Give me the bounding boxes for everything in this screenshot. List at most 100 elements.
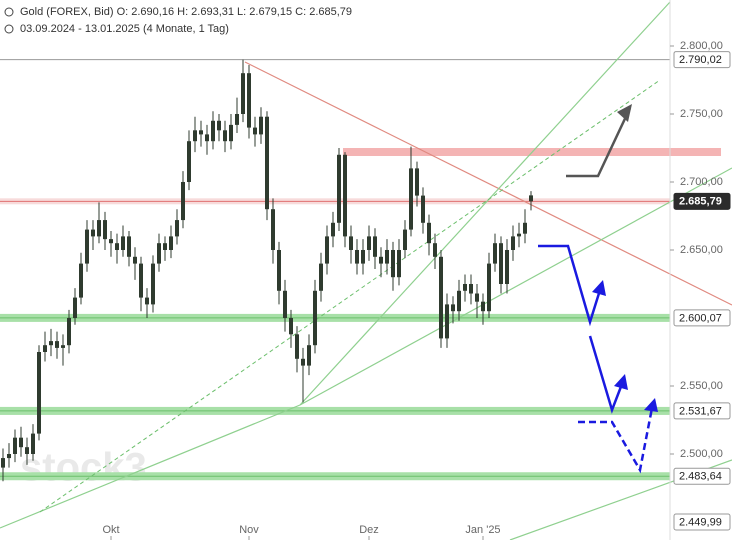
candle-body: [457, 290, 461, 312]
candle-body: [109, 239, 113, 244]
y-tick-label: 2.650,00: [680, 244, 723, 256]
candle-body: [121, 236, 125, 250]
candle-body: [523, 222, 527, 234]
candle-body: [319, 263, 323, 291]
candles: [1, 59, 533, 482]
level-label-box: [673, 513, 731, 531]
candle-body: [469, 283, 473, 294]
candle-body: [7, 453, 11, 459]
candle-body: [433, 243, 437, 257]
candle-body: [463, 283, 467, 291]
candle-body: [187, 141, 191, 182]
arrow-head: [644, 398, 658, 412]
candle-body: [235, 113, 239, 125]
icon: [4, 7, 14, 17]
scenario-arrow: [578, 407, 654, 474]
candle-body: [313, 290, 317, 346]
level-label: 2.685,79: [679, 196, 722, 208]
candle-body: [307, 345, 311, 366]
axes: 2.800,00 2.750,00 2.700,00 2.650,00 2.550,00…: [102, 0, 731, 540]
candle-body: [439, 256, 443, 339]
arrow-head: [617, 104, 632, 122]
candle-body: [451, 304, 455, 312]
candle-body: [133, 256, 137, 264]
candle-body: [289, 317, 293, 335]
candle-body: [343, 154, 347, 237]
x-tick-label: Dez: [359, 524, 379, 536]
trend-line: [299, 167, 732, 406]
x-tick-label: Okt: [102, 524, 119, 536]
candle-body: [253, 127, 257, 135]
candle-body: [397, 249, 401, 278]
candle-body: [241, 73, 245, 114]
candle-body: [265, 116, 269, 210]
level-label: 2.531,67: [679, 405, 722, 417]
candle-body: [271, 209, 275, 250]
arrow-head: [614, 374, 628, 390]
candle-body: [97, 220, 101, 237]
trend-line: [299, 1, 671, 406]
arrow-head: [592, 280, 606, 296]
candle-body: [43, 345, 47, 352]
x-tick-label: Jan '25: [465, 524, 500, 536]
level-band: [0, 198, 670, 205]
trend-line: [0, 404, 301, 529]
candle-body: [301, 358, 305, 366]
candle-body: [193, 130, 197, 142]
candle-body: [529, 195, 533, 202]
y-tick-label: 2.500,00: [680, 448, 723, 460]
candle-body: [379, 256, 383, 264]
level-label: 2.600,07: [679, 312, 722, 324]
candle-body: [355, 249, 359, 264]
candle-body: [373, 236, 377, 257]
candle-body: [511, 236, 515, 250]
candle-body: [517, 233, 521, 237]
candle-body: [259, 116, 263, 135]
scenario-arrow: [538, 244, 602, 327]
candle-body: [115, 243, 119, 250]
candle-body: [199, 130, 203, 135]
candle-body: [163, 243, 167, 250]
candle-body: [85, 229, 89, 264]
candle-body: [223, 130, 227, 142]
level-label-box: [673, 402, 731, 420]
candle-body: [139, 263, 143, 298]
candle-body: [175, 220, 179, 237]
trend-line: [39, 79, 661, 513]
candle-body: [205, 134, 209, 142]
candle-body: [481, 301, 485, 312]
icon: [4, 24, 14, 34]
candle-body: [151, 263, 155, 305]
candle-body: [337, 154, 341, 223]
candle-body: [211, 120, 215, 142]
candle-body: [403, 229, 407, 250]
candle-body: [103, 220, 107, 240]
level-label-box: [673, 467, 731, 485]
candle-body: [91, 229, 95, 237]
candle-body: [67, 317, 71, 346]
level-label-box: [673, 51, 731, 69]
candle-body: [1, 458, 5, 468]
y-tick-label: 2.700,00: [680, 176, 723, 188]
candle-body: [277, 249, 281, 291]
candle-body: [493, 243, 497, 264]
trend-line: [244, 61, 732, 306]
candle-body: [367, 236, 371, 250]
level-label-box: [673, 192, 731, 210]
candle-body: [247, 73, 251, 128]
x-tick-label: Nov: [239, 524, 259, 536]
candle-body: [19, 437, 23, 448]
candle-body: [217, 120, 221, 131]
scenario-arrow: [588, 335, 624, 414]
watermark: stock3: [20, 446, 147, 490]
y-tick-label: 2.800,00: [680, 40, 723, 52]
chart-subtitle: 03.09.2024 - 13.01.2025 (4 Monate, 1 Tag…: [20, 23, 229, 35]
candle-body: [475, 293, 479, 302]
y-tick-label: 2.550,00: [680, 380, 723, 392]
candle-body: [505, 249, 509, 284]
candle-body: [415, 168, 419, 196]
candle-body: [295, 334, 299, 359]
candle-body: [229, 124, 233, 142]
y-tick-label: 2.750,00: [680, 108, 723, 120]
